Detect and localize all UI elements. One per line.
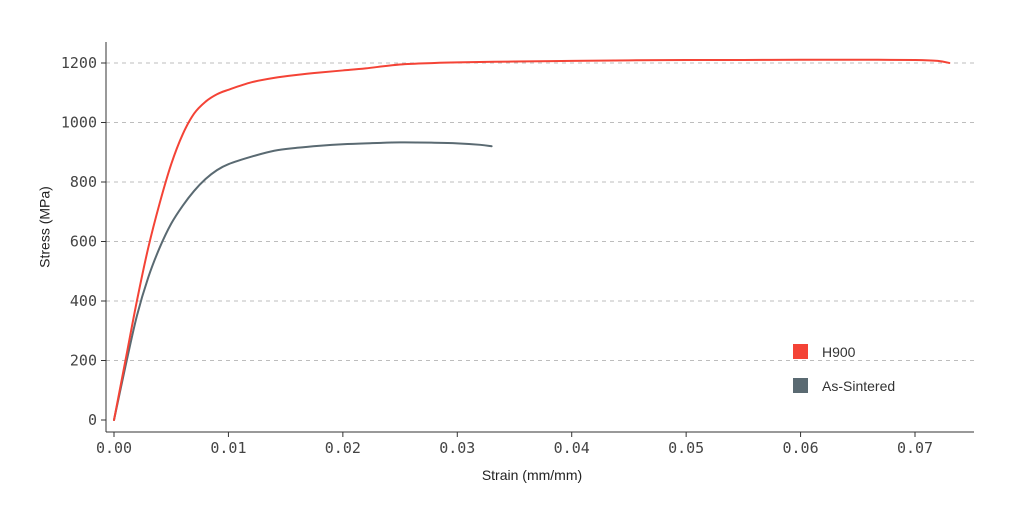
x-tick-label: 0.07 (897, 439, 933, 457)
x-tick-label: 0.01 (210, 439, 246, 457)
y-tick-label: 1200 (61, 54, 97, 72)
x-tick-label: 0.02 (325, 439, 361, 457)
axes (105, 42, 974, 433)
legend-label-h900: H900 (822, 344, 856, 360)
x-axis-title: Strain (mm/mm) (482, 467, 582, 483)
x-tick-label: 0.04 (554, 439, 590, 457)
y-tick-label: 1000 (61, 114, 97, 132)
y-tick-label: 200 (70, 352, 97, 370)
x-ticks: 0.00 0.01 0.02 0.03 0.04 0.05 0.06 0.07 (96, 432, 933, 457)
legend: H900 As-Sintered (793, 344, 895, 394)
legend-swatch-h900 (793, 344, 808, 359)
y-tick-label: 0 (88, 411, 97, 429)
x-tick-label: 0.06 (783, 439, 819, 457)
series (113, 58, 951, 421)
y-tick-label: 600 (70, 233, 97, 251)
x-tick-label: 0.05 (668, 439, 704, 457)
legend-swatch-as-sintered (793, 378, 808, 393)
y-axis-title: Stress (MPa) (37, 186, 53, 268)
series-line-h900 (113, 58, 951, 421)
y-tick-label: 400 (70, 292, 97, 310)
series-line-as-sintered (113, 141, 493, 421)
y-ticks: 0 200 400 600 800 1000 1200 (61, 54, 106, 429)
x-tick-label: 0.03 (439, 439, 475, 457)
y-tick-label: 800 (70, 173, 97, 191)
grid (106, 62, 974, 361)
legend-label-as-sintered: As-Sintered (822, 378, 895, 394)
x-tick-label: 0.00 (96, 439, 132, 457)
